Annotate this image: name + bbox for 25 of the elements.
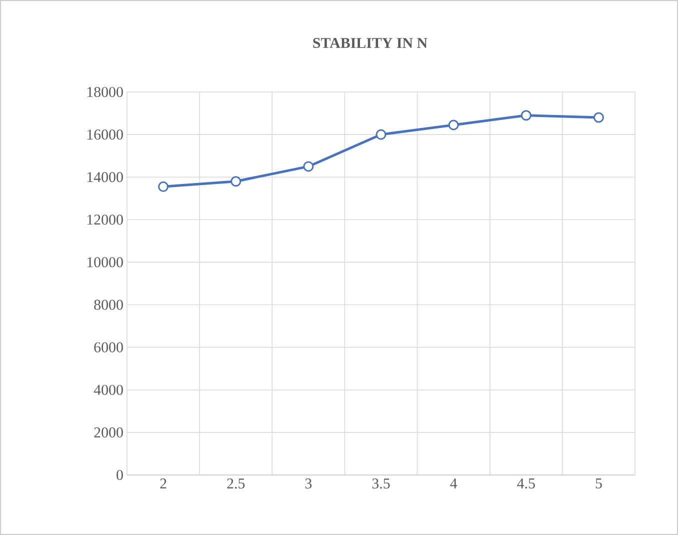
x-tick-label: 4.5 bbox=[517, 478, 535, 489]
y-tick-label: 8000 bbox=[94, 300, 123, 310]
point bbox=[376, 129, 386, 140]
chart-title: STABILITY IN N bbox=[313, 38, 428, 48]
y-tick-label: 0 bbox=[116, 470, 123, 480]
y-tick-label: 16000 bbox=[87, 130, 123, 140]
x-tick-label: 3 bbox=[305, 478, 312, 489]
y-tick-label: 4000 bbox=[94, 384, 123, 395]
y-tick-label: 12000 bbox=[87, 214, 123, 225]
point bbox=[303, 161, 314, 172]
x-tick-label: 2 bbox=[160, 478, 166, 488]
point bbox=[520, 110, 532, 121]
point bbox=[230, 176, 242, 187]
y-tick-label: 10000 bbox=[87, 257, 123, 268]
y-tick-label: 14000 bbox=[87, 172, 123, 182]
y-tick-label: 6000 bbox=[94, 342, 123, 352]
y-tick-label: 2000 bbox=[94, 427, 123, 438]
y-tick-label: 18000 bbox=[87, 86, 123, 98]
x-tick-label: 4 bbox=[450, 478, 458, 488]
point bbox=[448, 120, 459, 130]
x-tick-label: 5 bbox=[596, 478, 602, 488]
x-tick-label: 2.5 bbox=[227, 478, 245, 489]
point bbox=[593, 112, 604, 123]
x-tick-label: 3.5 bbox=[372, 478, 390, 489]
point bbox=[158, 181, 169, 192]
